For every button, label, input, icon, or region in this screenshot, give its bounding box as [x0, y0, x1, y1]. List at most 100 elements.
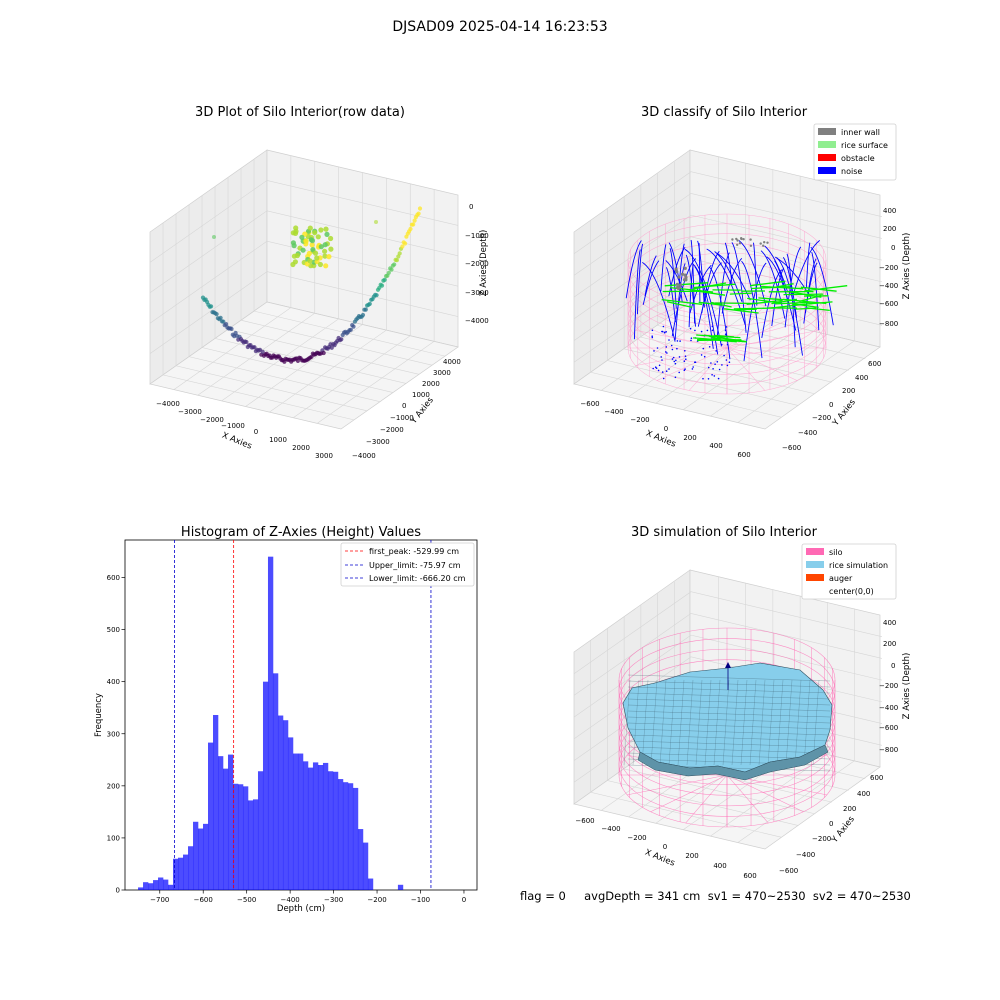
legend-silo-swatch [806, 548, 824, 555]
inner-wall-point [675, 282, 679, 286]
raw-x-tick: −2000 [200, 416, 224, 424]
classify-y-tick: 600 [868, 360, 881, 368]
inner-wall-point [682, 278, 687, 282]
raw-point [295, 358, 300, 363]
histogram-bar [317, 765, 324, 890]
raw-point [382, 277, 387, 282]
raw-point [244, 339, 249, 345]
noise-point [707, 366, 710, 369]
legend-inner-wall-label: inner wall [841, 128, 880, 137]
raw-point [306, 250, 312, 257]
histogram-bar [163, 879, 169, 890]
histogram-legend: first_peak: -529.99 cm Upper_limit: -75.… [340, 542, 475, 587]
histogram-bar [232, 783, 239, 890]
noise-trace [743, 262, 767, 361]
histogram-bar [223, 768, 229, 890]
raw-point [351, 324, 356, 329]
sim-z-tick: 200 [883, 640, 896, 648]
noise-point [690, 339, 692, 342]
raw-point [321, 350, 326, 356]
histogram-bar [347, 783, 354, 890]
histogram-bar [337, 779, 344, 890]
noise-point [662, 325, 665, 328]
sim-x-tick: 200 [685, 852, 698, 860]
rice-surface-trace [750, 280, 786, 287]
raw-point [329, 345, 334, 350]
sim-z-tick: −400 [879, 704, 898, 712]
noise-trace [766, 256, 797, 331]
raw-point [374, 293, 379, 298]
noise-point [661, 371, 664, 373]
raw-y-tick: −3000 [366, 438, 390, 446]
raw-point [326, 254, 332, 260]
noise-point [707, 378, 710, 380]
noise-trace [668, 242, 683, 303]
raw-point [392, 262, 397, 267]
histogram-y-tick: 100 [107, 834, 120, 842]
raw-y-tick: −4000 [352, 452, 376, 460]
histogram-bar [247, 800, 254, 890]
noise-trace [701, 251, 720, 314]
raw-z-tick: 0 [469, 203, 473, 211]
raw-point [348, 327, 353, 332]
classify-y-tick: −400 [798, 429, 817, 437]
raw-y-tick: −1000 [390, 414, 414, 422]
raw-point [416, 211, 421, 216]
rice-surface-trace [751, 286, 790, 290]
noise-point [711, 329, 714, 332]
noise-point [651, 335, 653, 338]
histogram-bar [208, 742, 214, 890]
noise-point [675, 359, 677, 362]
histogram-bars [138, 556, 404, 891]
histogram-y-tick: 500 [107, 626, 120, 634]
histogram-bar [138, 887, 144, 890]
sim-y-tick: 400 [857, 790, 870, 798]
inner-wall-point [736, 239, 739, 242]
noise-point [652, 367, 654, 370]
noise-point [726, 343, 729, 346]
noise-point [715, 350, 717, 352]
sim-z-tick: 400 [883, 619, 896, 627]
raw-point [317, 261, 323, 268]
raw-point [379, 283, 385, 288]
raw-point [312, 230, 318, 236]
histogram-x-tick: −700 [150, 896, 169, 904]
noise-point [662, 377, 665, 380]
raw-x-tick: −1000 [221, 422, 245, 430]
noise-point [718, 368, 721, 371]
noise-trace [671, 258, 697, 337]
noise-point [683, 369, 686, 372]
noise-point [654, 366, 657, 369]
noise-point [665, 370, 668, 373]
classify-z-tick: −400 [879, 282, 898, 290]
histogram-bar [312, 762, 319, 890]
histogram-bar [287, 737, 294, 890]
raw-point [324, 231, 330, 237]
legend-obstacle-swatch [818, 154, 836, 161]
noise-point [660, 356, 662, 358]
inner-wall-point [674, 267, 678, 271]
inner-wall-point [731, 238, 734, 241]
legend-center-label: center(0,0) [829, 587, 874, 596]
classify-z-tick: −600 [879, 300, 898, 308]
histogram-x-tick: −500 [237, 896, 256, 904]
histogram-bar [327, 771, 334, 890]
raw-point [417, 206, 423, 211]
noise-point [653, 350, 655, 352]
noise-trace [668, 247, 686, 297]
noise-point [671, 348, 674, 351]
noise-point [725, 359, 728, 361]
raw-point [303, 238, 309, 244]
noise-point [711, 374, 713, 376]
legend-silo-label: silo [829, 548, 843, 557]
noise-point [684, 355, 687, 358]
noise-trace [688, 263, 694, 328]
raw-point [400, 244, 405, 249]
raw-x-tick: −3000 [178, 408, 202, 416]
noise-trace [731, 242, 747, 333]
noise-trace [642, 260, 660, 305]
noise-point [674, 362, 677, 365]
histogram-y-tick: 200 [107, 782, 120, 790]
status-line: flag = 0 avgDepth = 341 cm sv1 = 470~253… [520, 889, 911, 903]
raw-point [411, 222, 416, 227]
